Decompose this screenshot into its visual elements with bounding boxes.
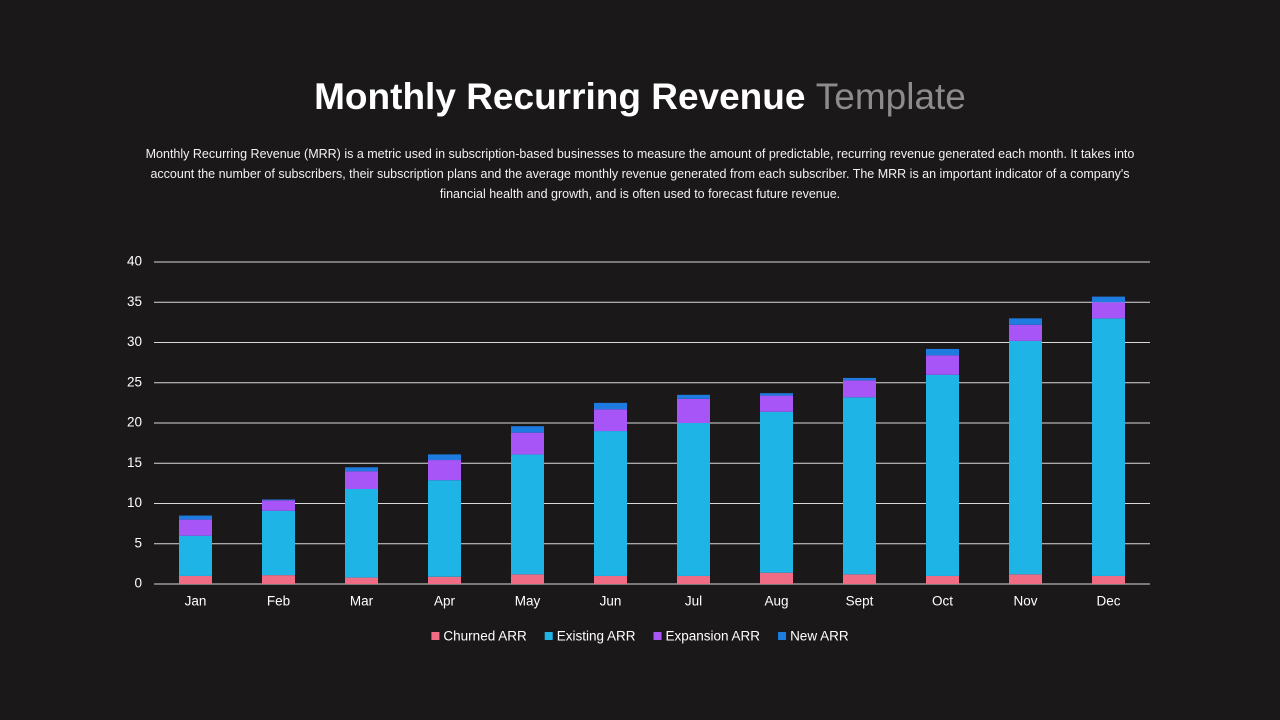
bar-segment: [179, 535, 212, 576]
legend-label: New ARR: [790, 629, 849, 644]
legend-swatch: [778, 632, 787, 640]
y-tick-label: 5: [134, 535, 142, 550]
y-tick-label: 30: [127, 334, 142, 349]
bar-segment: [1009, 324, 1042, 341]
bar-segment: [926, 374, 959, 576]
x-tick-label: Jul: [685, 594, 702, 609]
bar-segment: [1009, 340, 1042, 575]
bar-segment: [1009, 574, 1042, 584]
x-tick-label: Oct: [932, 594, 953, 609]
x-tick-label: Apr: [434, 594, 456, 609]
bar-segment: [262, 510, 295, 576]
legend-swatch: [544, 632, 553, 640]
bar-segment: [179, 519, 212, 536]
bar-segment: [677, 575, 710, 584]
y-tick-label: 10: [127, 495, 142, 510]
bar-segment: [926, 348, 959, 356]
bar-segment: [511, 454, 544, 575]
x-tick-label: Aug: [764, 594, 788, 609]
y-tick-label: 0: [134, 576, 142, 591]
legend-label: Existing ARR: [557, 629, 636, 644]
bar-segment: [511, 432, 544, 455]
bar-segment: [345, 471, 378, 490]
bar-segment: [926, 575, 959, 584]
description: Monthly Recurring Revenue (MRR) is a met…: [145, 147, 1135, 201]
legend-label: Expansion ARR: [666, 629, 761, 644]
bar-segment: [843, 397, 876, 575]
bar-segment: [1092, 296, 1125, 303]
x-tick-label: Sept: [846, 594, 874, 609]
bar-segment: [428, 460, 461, 481]
bar-segment: [760, 395, 793, 412]
bar-segment: [760, 411, 793, 573]
bar-segment: [843, 380, 876, 398]
y-tick-label: 35: [127, 294, 142, 309]
y-tick-label: 40: [127, 254, 142, 269]
bar-segment: [262, 575, 295, 584]
y-tick-label: 20: [127, 415, 142, 430]
bar-segment: [594, 409, 627, 432]
bar-segment: [677, 394, 710, 399]
bar-segment: [1092, 302, 1125, 319]
bar-segment: [926, 355, 959, 375]
bar-segment: [179, 515, 212, 520]
bar-segment: [594, 431, 627, 576]
bar-segment: [179, 575, 212, 584]
y-tick-label: 15: [127, 455, 142, 470]
bar-segment: [843, 377, 876, 381]
x-tick-label: Nov: [1013, 594, 1037, 609]
bar-segment: [428, 480, 461, 577]
bar-segment: [677, 398, 710, 423]
x-tick-label: Jan: [185, 594, 207, 609]
legend-swatch: [653, 632, 662, 640]
bar-segment: [428, 454, 461, 461]
y-tick-label: 25: [127, 374, 142, 389]
title-main: Monthly Recurring Revenue: [314, 76, 805, 117]
bar-segment: [760, 393, 793, 396]
legend-label: Churned ARR: [443, 629, 527, 644]
bar-segment: [262, 500, 295, 511]
bar-segment: [1092, 575, 1125, 584]
bar-segment: [511, 574, 544, 584]
bar-segment: [345, 489, 378, 578]
x-tick-label: Jun: [600, 594, 622, 609]
bar-segment: [843, 574, 876, 584]
bar-segment: [760, 572, 793, 584]
bar-segment: [511, 426, 544, 433]
title: Monthly Recurring Revenue Template: [314, 76, 966, 117]
bar-segment: [428, 576, 461, 584]
x-tick-label: Mar: [350, 594, 374, 609]
legend-swatch: [431, 632, 440, 640]
bar-segment: [594, 575, 627, 584]
bar-segment: [345, 467, 378, 472]
bar-segment: [594, 402, 627, 410]
bar-segment: [1009, 318, 1042, 325]
x-tick-label: May: [515, 594, 541, 609]
bar-segment: [345, 577, 378, 584]
title-highlight: Template: [816, 76, 966, 117]
bar-segment: [262, 499, 295, 501]
bar-segment: [677, 423, 710, 576]
bar-segment: [1092, 318, 1125, 576]
x-tick-label: Dec: [1096, 594, 1120, 609]
x-tick-label: Feb: [267, 594, 290, 609]
